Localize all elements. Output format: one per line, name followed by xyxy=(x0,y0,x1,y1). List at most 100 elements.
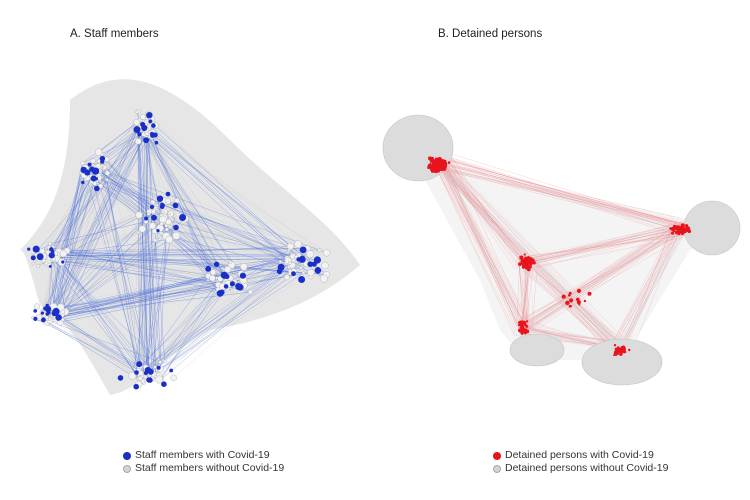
node-positive xyxy=(150,131,155,137)
edge xyxy=(444,167,521,331)
legend-detained: Detained persons with Covid-19 Detained … xyxy=(493,449,668,475)
edge xyxy=(520,224,671,332)
edge xyxy=(527,233,689,328)
node-positive xyxy=(569,304,572,308)
edge xyxy=(49,258,229,285)
edge xyxy=(437,165,524,265)
edge xyxy=(433,162,522,261)
node-positive xyxy=(676,227,681,232)
edge xyxy=(622,228,685,348)
node-positive xyxy=(587,291,592,296)
node-positive xyxy=(151,214,157,221)
hub-cluster xyxy=(683,200,741,256)
edge xyxy=(444,159,626,340)
node-positive xyxy=(614,352,618,356)
edge xyxy=(610,227,680,349)
edge xyxy=(137,128,291,272)
legend-label: Detained persons without Covid-19 xyxy=(505,462,669,474)
node-positive xyxy=(117,375,124,381)
node-negative xyxy=(137,376,143,381)
edge xyxy=(439,157,525,326)
detained-network xyxy=(382,114,741,386)
node-positive xyxy=(133,126,141,134)
edge xyxy=(448,165,676,220)
edge xyxy=(440,167,527,332)
edge xyxy=(441,165,520,261)
node-positive xyxy=(307,261,314,268)
edge xyxy=(142,116,311,255)
edge xyxy=(54,164,89,314)
panel-a-title: A. Staff members xyxy=(70,28,159,40)
node-negative xyxy=(210,269,217,276)
edge xyxy=(518,265,526,324)
node-positive xyxy=(674,230,678,233)
node-positive xyxy=(55,314,62,321)
edge xyxy=(53,128,147,307)
edge xyxy=(441,163,525,262)
edge xyxy=(530,224,684,262)
node-negative xyxy=(299,266,303,270)
edge xyxy=(101,154,143,377)
hub-cluster xyxy=(382,114,454,182)
node-positive xyxy=(156,229,160,233)
node-negative xyxy=(146,212,151,216)
edge xyxy=(527,260,530,325)
edge xyxy=(521,223,675,262)
edge xyxy=(525,262,624,351)
edge xyxy=(525,269,610,346)
edge xyxy=(438,160,529,324)
edge xyxy=(61,262,146,377)
edge xyxy=(439,158,526,327)
edge xyxy=(438,153,680,232)
edge xyxy=(143,229,168,378)
edge xyxy=(523,260,528,329)
edge xyxy=(614,231,682,353)
node-negative xyxy=(155,375,164,384)
edge xyxy=(433,166,623,345)
edge xyxy=(63,179,108,254)
edge xyxy=(524,271,616,352)
edge xyxy=(442,157,623,350)
edge xyxy=(445,156,524,261)
edge xyxy=(613,235,676,345)
edge xyxy=(161,281,226,380)
edge xyxy=(160,272,304,370)
edge xyxy=(434,161,688,226)
node-positive xyxy=(219,289,225,296)
node-negative xyxy=(306,250,314,258)
edge xyxy=(107,172,156,209)
edge xyxy=(61,118,152,311)
node-negative xyxy=(167,212,171,216)
edge xyxy=(61,116,144,311)
edge xyxy=(443,166,521,332)
edge xyxy=(435,160,675,218)
edge xyxy=(101,165,167,204)
edge xyxy=(519,228,672,261)
edge xyxy=(437,165,527,328)
edge xyxy=(524,260,531,333)
edge xyxy=(46,171,83,318)
edge xyxy=(525,264,632,347)
edge xyxy=(443,165,525,334)
edge xyxy=(438,160,613,341)
node-positive xyxy=(561,295,565,299)
edge xyxy=(55,179,96,312)
edge xyxy=(159,287,227,380)
edge xyxy=(435,158,528,330)
edge xyxy=(525,229,684,260)
node-positive xyxy=(223,284,229,289)
node-positive xyxy=(149,204,155,210)
node-positive xyxy=(576,297,580,302)
node-negative xyxy=(209,274,216,282)
node-positive xyxy=(48,265,52,268)
edge xyxy=(148,213,297,258)
node-positive xyxy=(439,160,444,165)
edge xyxy=(531,264,538,329)
node-negative xyxy=(90,158,96,164)
edge xyxy=(98,130,150,178)
edge xyxy=(98,169,308,249)
node-negative xyxy=(92,181,98,186)
edge xyxy=(41,130,150,313)
edge xyxy=(520,262,529,327)
edge xyxy=(53,172,82,314)
